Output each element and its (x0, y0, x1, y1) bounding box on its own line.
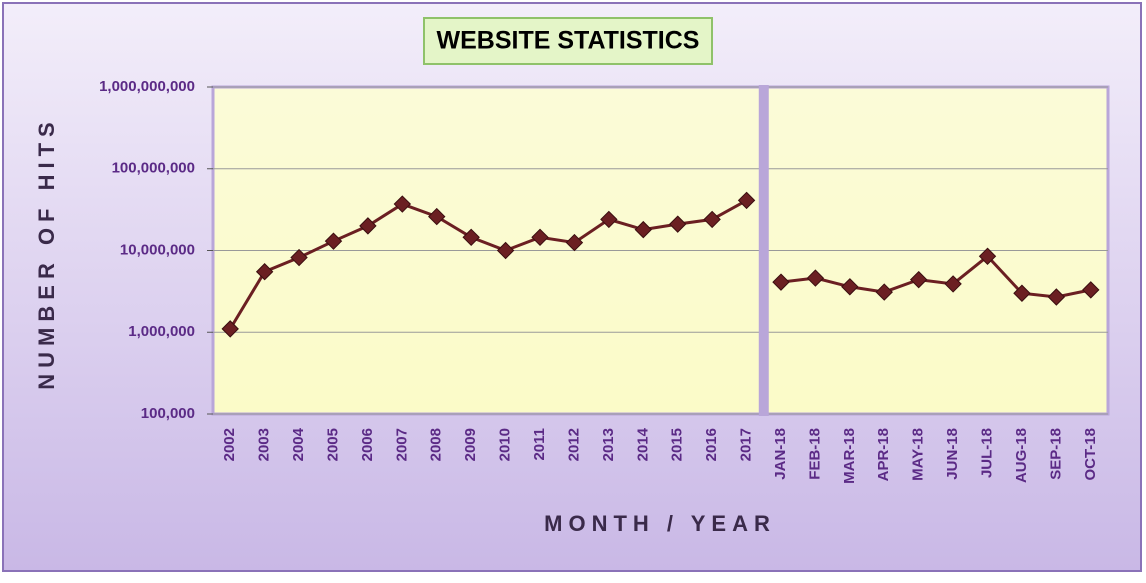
data-line (780, 254, 1092, 299)
x-tick-label: MAY-18 (910, 428, 927, 481)
x-tick-label: JAN-18 (772, 428, 789, 480)
x-tick-label: OCT-18 (1082, 428, 1099, 481)
x-tick-label: 2004 (290, 427, 307, 461)
marker (669, 215, 687, 233)
x-tick-label: JUN-18 (944, 428, 961, 480)
marker (1013, 284, 1031, 302)
marker (909, 270, 928, 289)
y-tick-label: 1,000,000 (128, 323, 195, 340)
marker (462, 228, 480, 247)
marker (772, 273, 790, 291)
marker (1047, 288, 1066, 306)
y-tick-label: 10,000,000 (120, 241, 195, 258)
x-tick-label: 2007 (393, 428, 410, 461)
x-tick-label: 2011 (531, 428, 548, 461)
x-tick-label: 2005 (324, 428, 341, 461)
x-tick-label: MAR-18 (841, 428, 858, 484)
marker (806, 269, 825, 287)
title-box (423, 17, 713, 65)
marker (944, 275, 962, 293)
y-axis-title: NUMBER OF HITS (34, 116, 59, 389)
marker (600, 210, 618, 229)
marker (221, 320, 239, 338)
y-tick-label: 1,000,000,000 (99, 78, 195, 95)
marker (703, 210, 721, 229)
y-tick-label: 100,000 (141, 405, 195, 422)
x-axis-title: MONTH / YEAR (544, 511, 776, 536)
marker (496, 241, 515, 260)
x-tick-label: FEB-18 (806, 428, 823, 480)
marker (634, 220, 652, 239)
x-tick-label: 2002 (221, 428, 238, 461)
x-tick-label: 2016 (703, 428, 720, 461)
x-tick-label: 2008 (428, 428, 445, 461)
y-tick-label: 100,000,000 (112, 160, 195, 177)
marker (290, 248, 308, 267)
marker (875, 283, 893, 301)
separator (758, 85, 769, 416)
marker (841, 278, 859, 296)
x-tick-label: 2014 (634, 427, 651, 461)
marker (978, 247, 997, 265)
data-line (228, 199, 748, 330)
x-tick-label: 2012 (565, 428, 582, 461)
x-tick-label: 2017 (738, 428, 755, 461)
marker (359, 217, 377, 235)
x-tick-label: 2013 (600, 428, 617, 461)
chart-title: WEBSITE STATISTICS (437, 27, 700, 55)
x-tick-label: 2003 (256, 428, 273, 461)
marker (565, 233, 584, 252)
marker (393, 195, 412, 213)
x-tick-label: 2010 (497, 428, 514, 461)
x-tick-label: AUG-18 (1013, 428, 1030, 483)
marker (737, 191, 756, 210)
marker (428, 207, 446, 226)
x-tick-label: 2006 (359, 428, 376, 461)
marker (324, 232, 343, 250)
x-tick-label: APR-18 (875, 428, 892, 481)
x-tick-label: JUL-18 (978, 428, 995, 478)
marker (531, 228, 549, 247)
x-tick-label: SEP-18 (1047, 428, 1064, 480)
x-tick-label: 2009 (462, 428, 479, 461)
x-tick-label: 2015 (669, 428, 686, 461)
marker (255, 263, 274, 281)
marker (1082, 281, 1100, 299)
